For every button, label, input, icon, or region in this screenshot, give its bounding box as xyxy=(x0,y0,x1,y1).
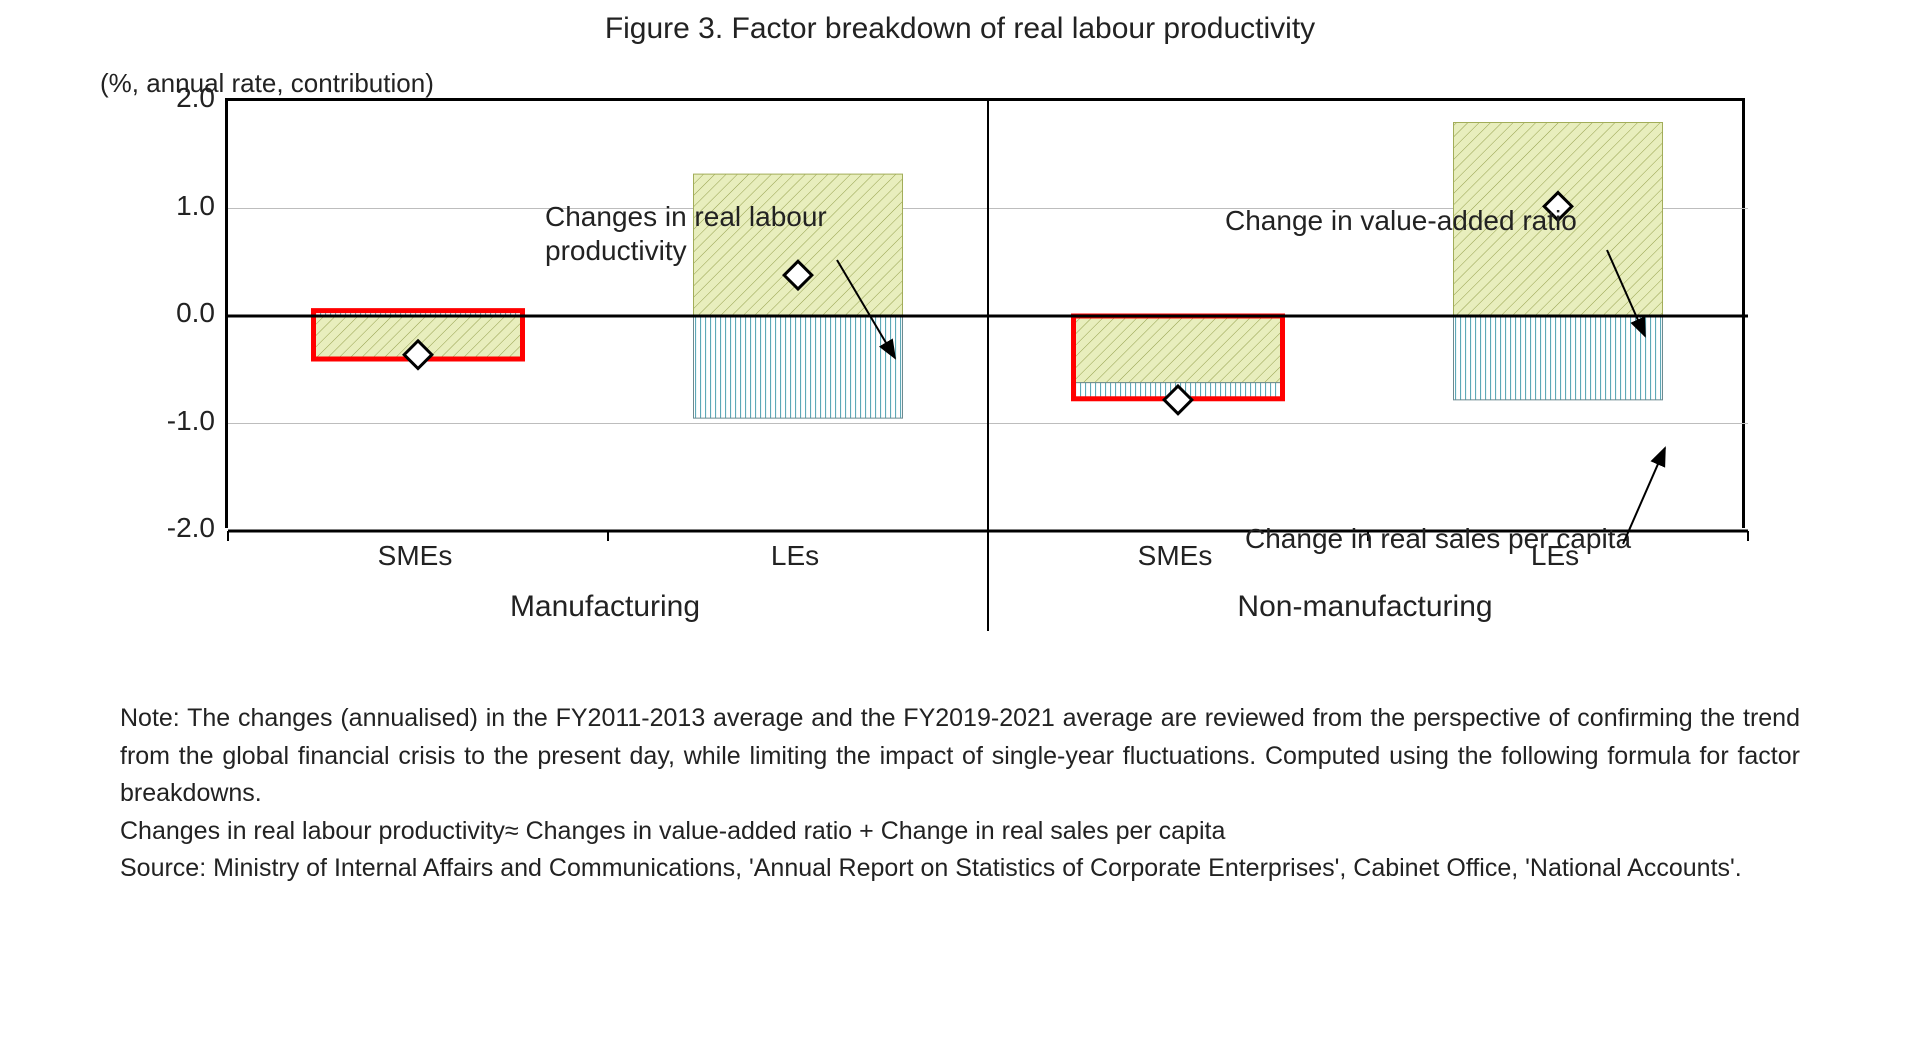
annotation-productivity-text: Changes in real labour xyxy=(545,201,827,232)
bar-real-sales-per-capita xyxy=(1454,316,1663,400)
annotation-value-added-text: Change in value-added ratio xyxy=(1225,205,1577,236)
x-category-label: LEs xyxy=(1531,540,1579,572)
x-category-label: SMEs xyxy=(378,540,453,572)
plot-svg: Changes in real labourproductivity Change… xyxy=(225,98,1751,634)
bar-value-added-ratio xyxy=(1074,316,1283,383)
annotation-productivity-text: productivity xyxy=(545,235,687,266)
y-tick-label: -1.0 xyxy=(145,405,215,437)
bar-value-added-ratio xyxy=(694,174,903,316)
x-group-label: Manufacturing xyxy=(510,590,700,624)
x-category-label: SMEs xyxy=(1138,540,1213,572)
x-category-label: LEs xyxy=(771,540,819,572)
chart-title: Figure 3. Factor breakdown of real labou… xyxy=(0,12,1920,46)
y-tick-label: 0.0 xyxy=(145,297,215,329)
figure-notes: Note: The changes (annualised) in the FY… xyxy=(120,700,1800,888)
note-line: Source: Ministry of Internal Affairs and… xyxy=(120,850,1800,888)
y-tick-label: 1.0 xyxy=(145,190,215,222)
note-line: Note: The changes (annualised) in the FY… xyxy=(120,700,1800,813)
y-tick-label: -2.0 xyxy=(145,512,215,544)
note-line: Changes in real labour productivity≈ Cha… xyxy=(120,813,1800,851)
y-tick-label: 2.0 xyxy=(145,82,215,114)
plot-frame: Changes in real labourproductivity Change… xyxy=(225,98,1745,528)
figure-container: Figure 3. Factor breakdown of real labou… xyxy=(0,0,1920,1062)
bar-real-sales-per-capita xyxy=(694,316,903,418)
x-group-label: Non-manufacturing xyxy=(1237,590,1492,624)
